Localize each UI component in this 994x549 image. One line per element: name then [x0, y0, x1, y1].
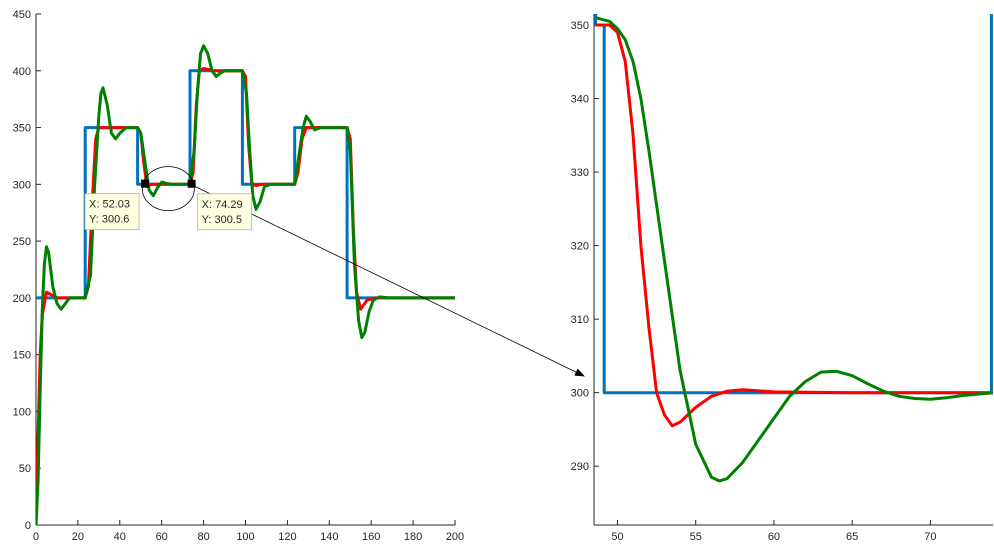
x-tick-label: 60	[768, 531, 780, 543]
y-tick-label: 300	[571, 388, 589, 400]
zoom-region-ellipse	[141, 166, 195, 212]
x-tick-label: 40	[114, 531, 126, 543]
datatip-box	[197, 193, 253, 231]
x-tick-label: 0	[33, 531, 39, 543]
x-tick-label: 160	[362, 531, 380, 543]
x-tick-label: 65	[846, 531, 858, 543]
y-tick-label: 400	[13, 66, 31, 78]
left-chart: 0 20 40 60 80 100 120 140 160 180 200 0 50 100 150 200 2…	[13, 9, 465, 543]
y-tick-label: 310	[571, 314, 589, 326]
y-tick-label: 350	[571, 20, 589, 32]
datatip-x-label: X: 52.03	[89, 199, 130, 211]
y-tick-label: 340	[571, 94, 589, 106]
right-chart: 50 55 60 65 70 290 300 310 320 330 340 350	[571, 14, 993, 543]
datatip-marker[interactable]	[141, 179, 150, 188]
y-tick-label: 350	[13, 123, 31, 135]
datatip-y-label: Y: 300.6	[89, 214, 129, 226]
y-tick-label: 320	[571, 241, 589, 253]
datatip[interactable]: X: 74.29 Y: 300.5	[197, 193, 253, 231]
x-tick-label: 55	[690, 531, 702, 543]
y-tick-label: 50	[19, 463, 31, 475]
series-red-line	[595, 23, 993, 428]
series-green-line	[595, 16, 993, 483]
series-green-line	[36, 44, 455, 525]
y-tick-label: 150	[13, 350, 31, 362]
y-tick-label: 330	[571, 167, 589, 179]
datatip-x-label: X: 74.29	[202, 199, 243, 211]
datatip-box	[84, 193, 140, 231]
y-tick-label: 290	[571, 461, 589, 473]
y-tick-label: 0	[25, 520, 31, 532]
zoom-arrow[interactable]	[193, 185, 585, 377]
datatip-y-label: Y: 300.5	[202, 214, 242, 226]
datatip-marker[interactable]	[187, 179, 196, 188]
x-tick-label: 80	[197, 531, 209, 543]
series-setpoint-line	[594, 14, 993, 395]
x-tick-label: 70	[924, 531, 936, 543]
y-tick-label: 250	[13, 236, 31, 248]
x-tick-label: 50	[611, 531, 623, 543]
x-tick-label: 140	[320, 531, 338, 543]
x-tick-label: 200	[446, 531, 464, 543]
y-tick-label: 300	[13, 179, 31, 191]
x-tick-label: 20	[72, 531, 84, 543]
x-tick-label: 100	[236, 531, 254, 543]
x-tick-label: 60	[156, 531, 168, 543]
y-tick-label: 100	[13, 406, 31, 418]
datatip[interactable]: X: 52.03 Y: 300.6	[84, 193, 140, 231]
x-tick-label: 120	[278, 531, 296, 543]
x-tick-label: 180	[404, 531, 422, 543]
y-tick-label: 450	[13, 9, 31, 21]
annotations: X: 52.03 Y: 300.6 X: 74.29 Y: 300.5	[84, 166, 585, 377]
y-tick-label: 200	[13, 293, 31, 305]
